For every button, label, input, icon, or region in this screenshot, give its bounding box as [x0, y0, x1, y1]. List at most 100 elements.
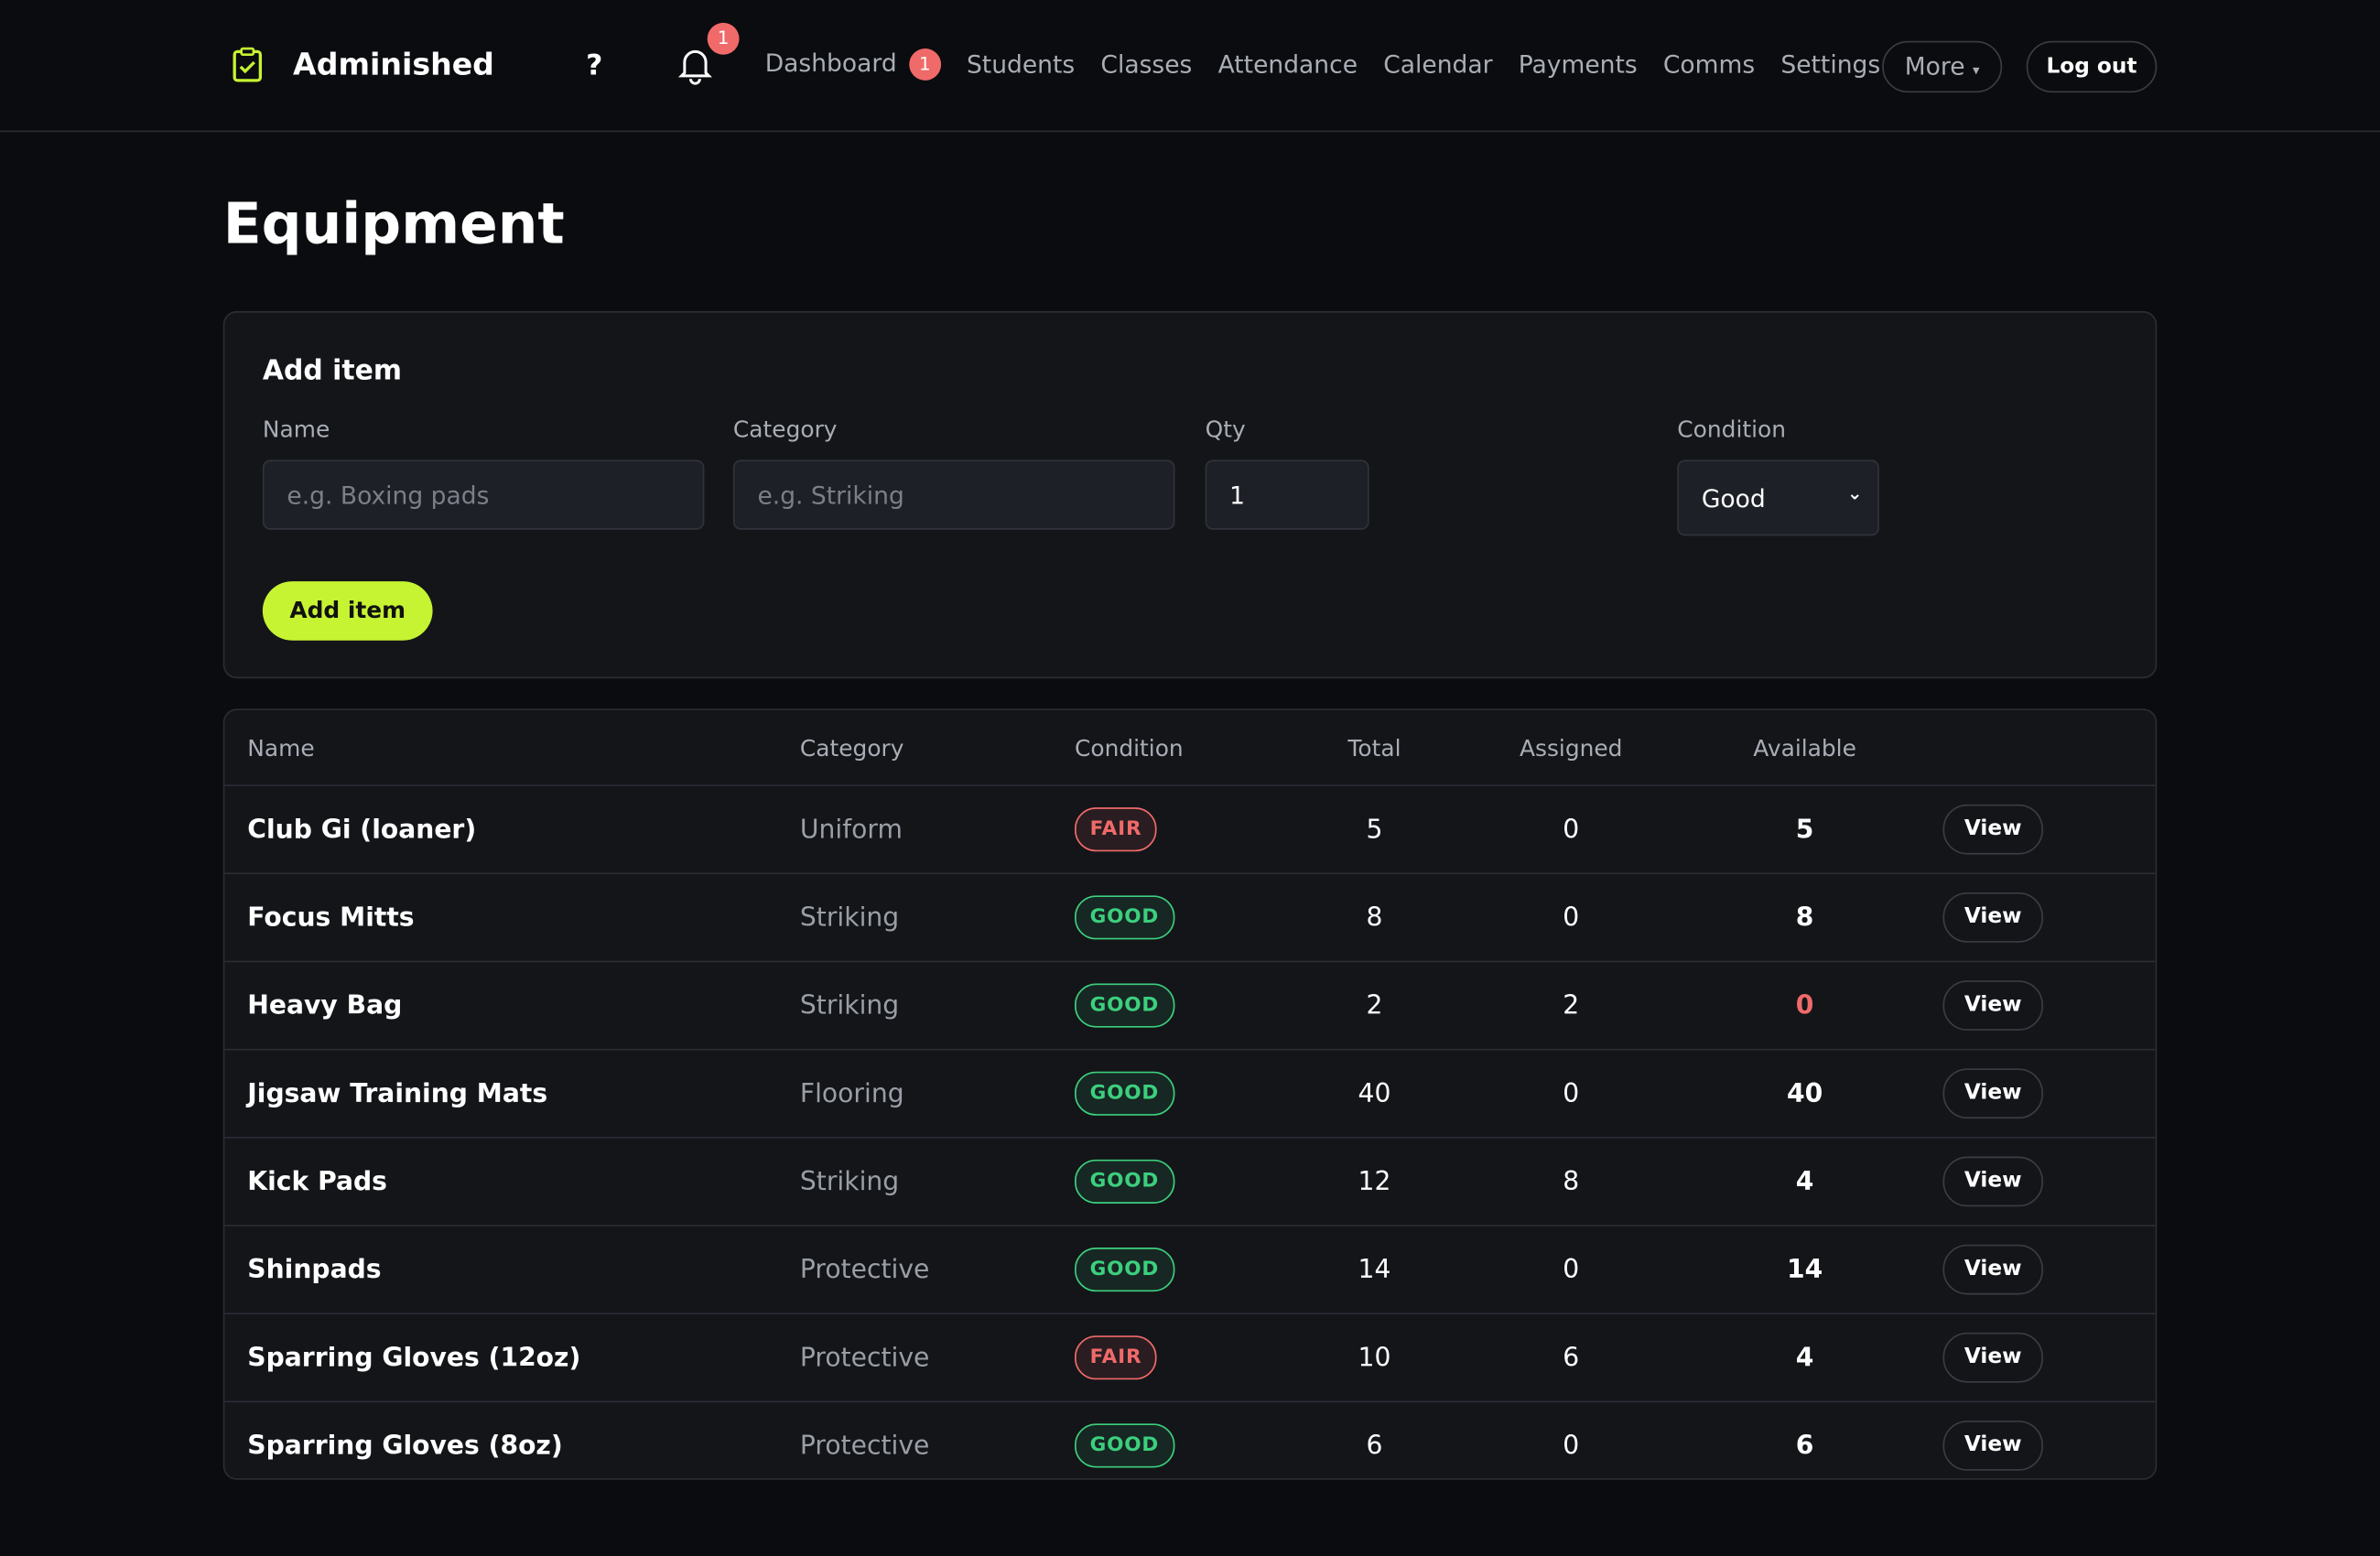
view-button[interactable]: View	[1942, 1244, 2043, 1295]
item-category: Uniform	[799, 814, 903, 845]
nav-link-label: Calendar	[1383, 49, 1493, 80]
action-cell: View	[1930, 1421, 2057, 1471]
nav-link-label: Classes	[1100, 49, 1193, 80]
available: 5	[1795, 814, 1814, 845]
condition-cell: GOOD	[1075, 983, 1287, 1028]
item-category: Protective	[799, 1430, 930, 1462]
nav-link[interactable]: Payments	[1519, 50, 1638, 80]
assigned: 0	[1563, 1078, 1580, 1109]
nav-link-label: Comms	[1662, 49, 1756, 80]
condition-cell: FAIR	[1075, 1335, 1287, 1380]
action-cell: View	[1930, 1156, 2057, 1207]
form-title: Add item	[262, 355, 402, 387]
available: 14	[1786, 1254, 1823, 1285]
help-button[interactable]: ?	[586, 49, 603, 82]
caret: ▾	[1973, 63, 1980, 80]
input-field[interactable]: e.g. Boxing pads	[262, 459, 705, 530]
field-label: Qty	[1205, 416, 1246, 444]
action-cell: View	[1930, 1068, 2057, 1119]
condition-cell: GOOD	[1075, 895, 1287, 940]
notification-bell[interactable]	[677, 46, 714, 85]
action-cell: View	[1930, 892, 2057, 943]
brand[interactable]: Adminished	[293, 45, 494, 82]
available: 0	[1795, 989, 1814, 1021]
field-label: Name	[262, 416, 330, 444]
table-row: Kick Pads Striking GOOD 12 8 4 View	[224, 1136, 2156, 1225]
input-value: Good	[1701, 483, 1766, 513]
column-header: Condition	[1075, 733, 1184, 762]
item-name: Sparring Gloves (12oz)	[247, 1342, 581, 1373]
nav-link[interactable]: Classes	[1100, 50, 1192, 80]
available: 8	[1795, 902, 1814, 933]
condition-cell: GOOD	[1075, 1071, 1287, 1116]
total: 8	[1366, 902, 1383, 933]
table-row: Club Gi (loaner) Uniform FAIR 5 0 5 View	[224, 784, 2156, 872]
nav-link[interactable]: Dashboard 1	[765, 49, 941, 81]
view-button[interactable]: View	[1942, 804, 2043, 855]
item-category: Protective	[799, 1254, 930, 1285]
notification-count: 1	[707, 22, 740, 55]
table-row: Focus Mitts Striking GOOD 8 0 8 View	[224, 872, 2156, 960]
equipment-table: Name Category Condition Total Assigned Availa…	[222, 708, 2158, 1480]
total: 10	[1358, 1342, 1391, 1373]
assigned: 0	[1563, 1254, 1580, 1285]
item-name: Sparring Gloves (8oz)	[247, 1430, 563, 1462]
view-button[interactable]: View	[1942, 1068, 2043, 1119]
more-menu[interactable]: More ▾	[1882, 40, 2003, 93]
condition-badge: FAIR	[1075, 1335, 1158, 1380]
assigned: 0	[1563, 902, 1580, 933]
nav-link[interactable]: Calendar	[1383, 50, 1492, 80]
available: 4	[1795, 1342, 1814, 1373]
total: 12	[1358, 1166, 1391, 1197]
input-field[interactable]: e.g. Striking	[732, 459, 1175, 530]
condition-badge: GOOD	[1075, 1423, 1174, 1468]
nav-link[interactable]: Students	[967, 50, 1075, 80]
input-field[interactable]: 1	[1205, 459, 1369, 530]
nav-link-label: Settings	[1780, 49, 1881, 80]
total: 40	[1358, 1078, 1391, 1109]
view-button[interactable]: View	[1942, 1156, 2043, 1207]
input-value: 1	[1229, 481, 1246, 511]
table-row: Shinpads Protective GOOD 14 0 14 View	[224, 1225, 2156, 1313]
table-row: Sparring Gloves (12oz) Protective FAIR 10 6 4…	[224, 1313, 2156, 1400]
more-label: More	[1904, 51, 1965, 81]
nav-link[interactable]: Comms	[1663, 50, 1755, 80]
item-category: Protective	[799, 1342, 930, 1373]
nav-badge: 1	[908, 49, 941, 81]
condition-badge: GOOD	[1075, 983, 1174, 1028]
available: 6	[1795, 1430, 1814, 1462]
logout-button[interactable]: Log out	[2026, 40, 2158, 93]
add-item-form: Add item Add item Name e.g. Boxing pads Ca…	[222, 310, 2158, 679]
condition-cell: GOOD	[1075, 1248, 1287, 1292]
input-field[interactable]: Good ⌄	[1677, 459, 1879, 536]
condition-badge: GOOD	[1075, 1071, 1174, 1116]
table-header: Name Category Condition Total Assigned Availa…	[224, 710, 2155, 784]
view-button[interactable]: View	[1942, 980, 2043, 1031]
total: 6	[1366, 1430, 1383, 1462]
condition-badge: GOOD	[1075, 1159, 1174, 1204]
logo	[233, 47, 263, 82]
condition-badge: FAIR	[1075, 807, 1158, 852]
submit-button[interactable]: Add item	[262, 581, 433, 641]
view-button[interactable]: View	[1942, 1332, 2043, 1383]
view-button[interactable]: View	[1942, 892, 2043, 943]
assigned: 6	[1563, 1342, 1580, 1373]
view-button[interactable]: View	[1942, 1421, 2043, 1471]
nav-link-label: Students	[966, 49, 1076, 80]
item-name: Jigsaw Training Mats	[247, 1078, 548, 1109]
action-cell: View	[1930, 1244, 2057, 1295]
item-category: Flooring	[799, 1078, 904, 1109]
column-header: Category	[799, 733, 904, 762]
nav-link[interactable]: Attendance	[1218, 50, 1358, 80]
item-name: Shinpads	[247, 1254, 382, 1285]
item-category: Striking	[799, 902, 900, 933]
table-row: Heavy Bag Striking GOOD 2 2 0 View	[224, 960, 2156, 1049]
item-name: Heavy Bag	[247, 989, 403, 1021]
assigned: 8	[1563, 1166, 1580, 1197]
nav-link[interactable]: Settings	[1780, 50, 1880, 80]
condition-cell: GOOD	[1075, 1159, 1287, 1204]
available: 40	[1786, 1078, 1823, 1109]
